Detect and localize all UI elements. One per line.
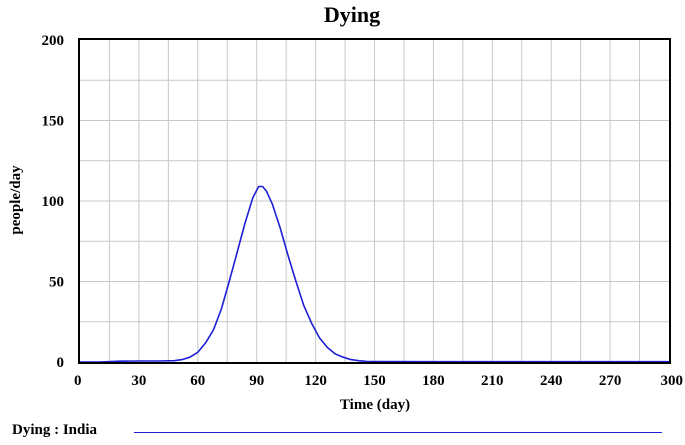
chart-title: Dying bbox=[324, 2, 380, 27]
x-tick-label: 210 bbox=[481, 373, 504, 389]
y-axis-label: people/day bbox=[8, 165, 24, 235]
x-tick-label: 90 bbox=[249, 373, 264, 389]
y-tick-label: 100 bbox=[42, 194, 65, 210]
legend-line bbox=[134, 432, 662, 433]
plot-frame bbox=[78, 38, 671, 364]
x-tick-label: 120 bbox=[304, 373, 327, 389]
x-tick-label: 240 bbox=[540, 373, 563, 389]
series-line-dying-india bbox=[80, 185, 669, 363]
y-tick-label: 150 bbox=[42, 114, 65, 130]
x-tick-label: 0 bbox=[74, 373, 82, 389]
y-tick-labels: 0 50 100 150 200 bbox=[42, 33, 65, 371]
legend-label: Dying : India bbox=[12, 422, 98, 438]
x-tick-label: 30 bbox=[131, 373, 146, 389]
x-tick-label: 300 bbox=[661, 373, 684, 389]
y-tick-label: 200 bbox=[42, 33, 65, 49]
x-tick-label: 60 bbox=[190, 373, 205, 389]
x-tick-labels: 0 30 60 90 120 150 180 210 240 270 300 bbox=[74, 373, 683, 389]
x-axis-label: Time (day) bbox=[340, 397, 410, 413]
grid bbox=[80, 40, 669, 362]
chart: Dying 0 50 100 150 200 0 30 60 90 120 150 180 210 24… bbox=[8, 2, 683, 413]
y-tick-label: 0 bbox=[57, 355, 65, 371]
y-tick-label: 50 bbox=[49, 275, 64, 291]
x-tick-label: 150 bbox=[363, 373, 386, 389]
x-tick-label: 180 bbox=[422, 373, 445, 389]
x-tick-label: 270 bbox=[599, 373, 622, 389]
series-layer bbox=[80, 185, 669, 363]
legend: Dying : India bbox=[0, 421, 685, 443]
